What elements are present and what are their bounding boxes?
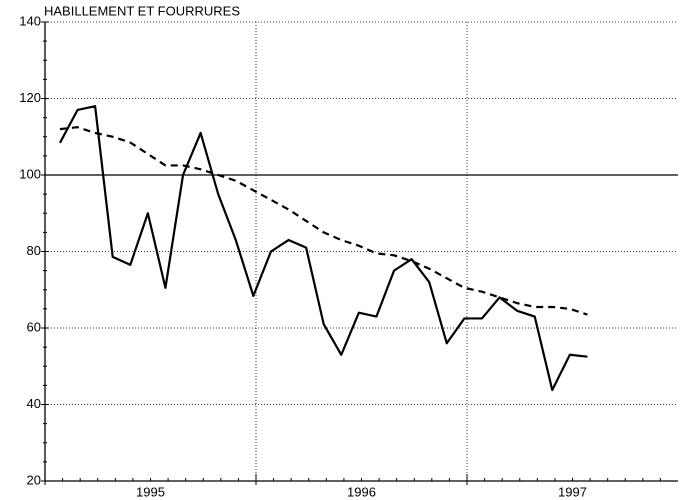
x-tick-label: 1997: [558, 484, 587, 499]
y-tick-label: 120: [19, 90, 41, 105]
x-tick-label: 1995: [136, 484, 165, 499]
series-line: [59, 126, 588, 316]
y-tick-label: 80: [27, 243, 41, 258]
series-line: [58, 105, 588, 392]
x-tick-label: 1996: [347, 484, 376, 499]
y-tick-label: 40: [27, 396, 41, 411]
y-tick-label: 100: [19, 166, 41, 181]
chart-title: HABILLEMENT ET FOURRURES: [44, 3, 240, 18]
y-tick-label: 20: [27, 472, 41, 487]
y-tick-label: 140: [19, 13, 41, 28]
y-tick-label: 60: [27, 319, 41, 334]
